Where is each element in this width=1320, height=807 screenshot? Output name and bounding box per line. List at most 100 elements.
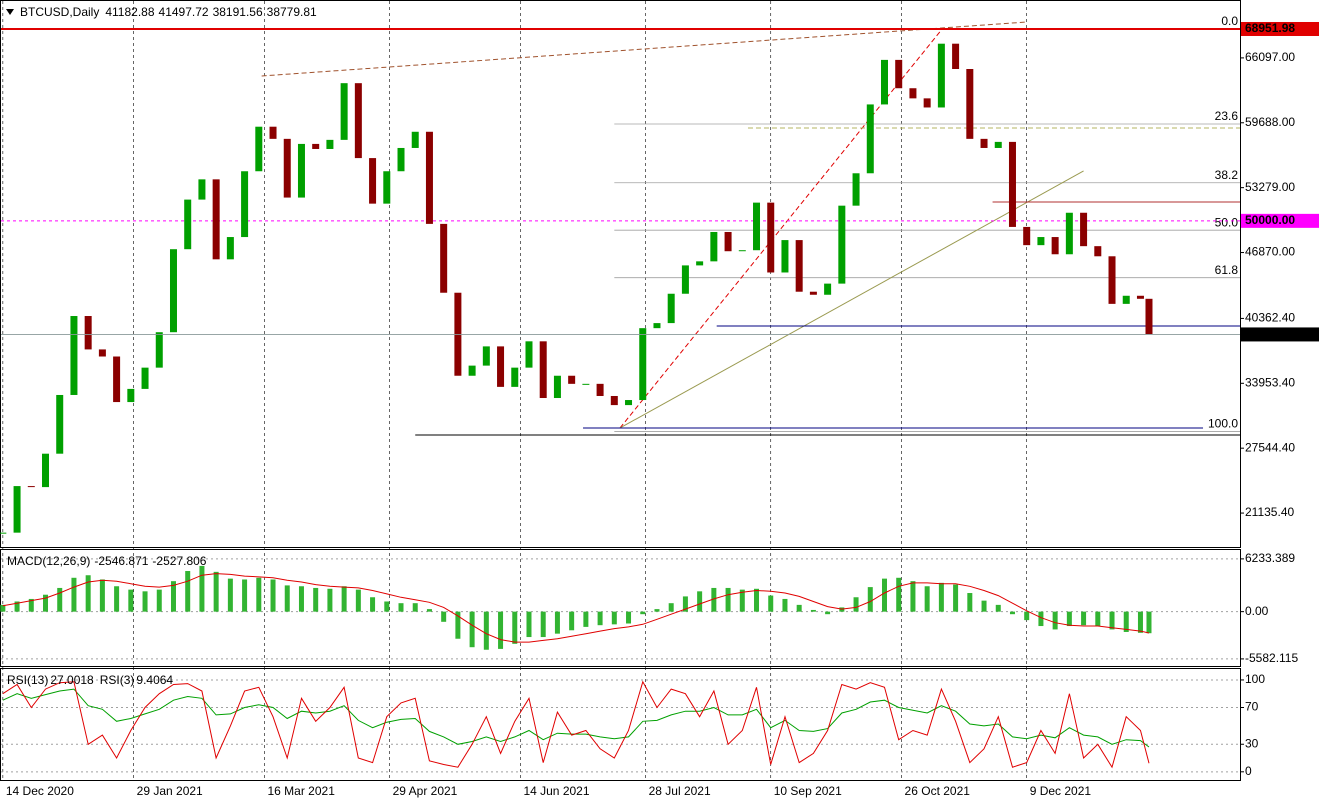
macd-bar	[1137, 611, 1143, 633]
macd-bar	[938, 582, 944, 612]
candle	[1122, 295, 1130, 304]
candle	[852, 173, 860, 206]
macd-bar	[668, 603, 674, 612]
candle	[511, 367, 519, 387]
y-tick-label: -5582.115	[1245, 651, 1298, 665]
y-tick-label: 59688.00	[1245, 115, 1295, 129]
candle	[781, 240, 789, 273]
macd-bar	[569, 611, 575, 631]
candle	[866, 104, 874, 174]
candle	[70, 316, 78, 395]
candle	[84, 316, 92, 350]
macd-bar	[327, 588, 333, 612]
candle	[1023, 226, 1031, 246]
candle	[824, 283, 832, 295]
candle	[468, 365, 476, 376]
macd-bar	[810, 609, 816, 612]
macd-bar	[256, 577, 262, 612]
macd-bar	[910, 581, 916, 612]
candle	[767, 202, 775, 273]
candle	[369, 158, 377, 204]
candle	[653, 323, 661, 329]
y-tick-label: 21135.40	[1245, 505, 1294, 519]
macd-bar	[768, 595, 774, 612]
candle	[1008, 141, 1016, 227]
macd-bar	[398, 603, 404, 612]
macd-bar	[981, 600, 987, 612]
price-label-box	[1241, 327, 1319, 342]
price-label-box	[1241, 213, 1319, 228]
macd-bar	[313, 587, 319, 612]
collapse-icon[interactable]	[6, 9, 14, 15]
fib-label: 23.6	[1215, 109, 1239, 123]
macd-bar	[370, 597, 376, 612]
macd-bar	[227, 578, 233, 612]
candle	[696, 261, 704, 266]
rsi-line	[2, 688, 1150, 748]
candle	[596, 383, 604, 396]
candle	[27, 486, 35, 488]
macd-bar	[754, 588, 760, 612]
candle	[497, 346, 505, 387]
macd-bar	[995, 604, 1001, 612]
candle	[56, 394, 64, 454]
macd-bar	[14, 601, 20, 612]
macd-bar	[199, 565, 205, 612]
rsi3-name: RSI(3)	[100, 673, 135, 687]
candle	[582, 383, 590, 385]
candle	[241, 171, 249, 238]
macd-bar	[725, 587, 731, 612]
macd-bar	[270, 579, 276, 612]
price-panel	[0, 0, 1241, 548]
macd-bar	[1109, 611, 1115, 630]
macd-bar	[441, 611, 447, 622]
macd-last: -2546.871	[94, 554, 148, 568]
candle	[966, 69, 974, 139]
y-tick-label: 30	[1245, 736, 1259, 750]
macd-bar	[867, 587, 873, 612]
candle	[553, 375, 561, 399]
macd-bar	[853, 597, 859, 612]
fib-label: 50.0	[1215, 215, 1239, 229]
price-label: 38779.81	[1245, 327, 1295, 341]
macd-label: MACD(12,26,9) -2546.871 -2527.806	[7, 554, 207, 568]
macd-bar	[953, 584, 959, 612]
candle	[937, 43, 945, 108]
candle	[141, 367, 149, 389]
y-tick-label: 0.00	[1245, 604, 1269, 618]
macd-bar	[483, 611, 489, 650]
y-tick-label: 66097.00	[1245, 50, 1295, 64]
candle	[838, 205, 846, 284]
macd-bar	[142, 591, 148, 612]
candle	[42, 453, 50, 488]
candle	[269, 126, 277, 139]
candle	[113, 356, 121, 403]
candle	[198, 179, 206, 200]
macd-bar	[1095, 611, 1101, 627]
x-tick-label: 14 Dec 2020	[6, 784, 74, 798]
macd-bar	[156, 589, 162, 612]
macd-bar	[796, 604, 802, 612]
macd-bar	[28, 598, 34, 612]
macd-bar	[298, 586, 304, 612]
macd-bar	[185, 571, 191, 612]
candle	[297, 143, 305, 198]
x-tick-label: 14 Jun 2021	[523, 784, 589, 798]
candle	[1037, 237, 1045, 246]
macd-bar	[384, 601, 390, 612]
macd-bar	[455, 611, 461, 639]
macd-bar	[583, 611, 589, 627]
macd-bar	[1038, 611, 1044, 627]
candle	[980, 138, 988, 148]
y-tick-label: 40362.40	[1245, 311, 1295, 325]
macd-bar	[512, 611, 518, 644]
macd-bar	[1024, 611, 1030, 621]
candle	[610, 395, 618, 406]
candle	[809, 291, 817, 295]
macd-bar	[43, 594, 49, 612]
fib-label: 100.0	[1208, 417, 1238, 431]
rsi3-last: 9.4064	[136, 673, 173, 687]
macd-bar	[242, 579, 248, 612]
